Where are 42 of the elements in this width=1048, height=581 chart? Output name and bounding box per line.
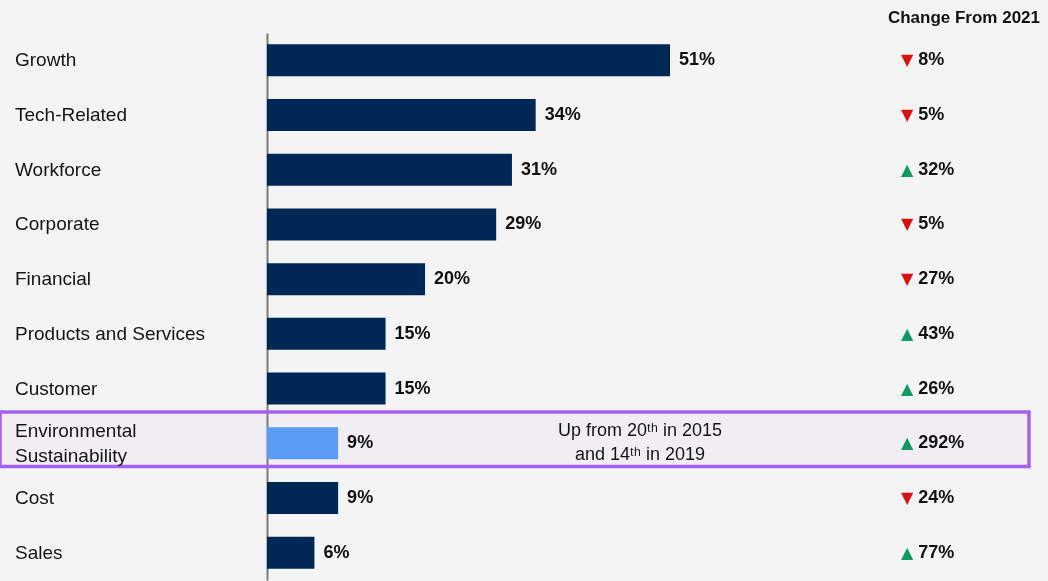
band-label: Up from 20ᵗʰ in 2015 and 14ᵗʰ in 2019 <box>558 420 722 465</box>
data-label: 15% <box>394 322 431 343</box>
text: ▼ 24% <box>901 486 955 507</box>
y-tick-label: Cost <box>15 486 55 508</box>
bar <box>267 153 512 186</box>
text: Change From 2021 <box>887 8 1040 27</box>
data-label: 51% <box>679 49 716 70</box>
data-label: 34% <box>544 104 581 125</box>
data-label: 6% <box>323 541 350 562</box>
bar <box>267 427 339 460</box>
y-tick-label: Environmental Sustainability <box>15 419 137 466</box>
bar <box>267 263 426 296</box>
bar <box>267 44 671 77</box>
data-label: 31% <box>520 158 558 179</box>
data-label: 29% <box>505 213 542 234</box>
data-label: 9% <box>347 432 374 453</box>
bar <box>267 208 497 241</box>
y-tick-label: Growth <box>15 49 77 71</box>
data-label: 15% <box>394 377 431 398</box>
y-tick-label: Corporate <box>15 213 100 235</box>
bar <box>267 372 386 405</box>
bar <box>267 317 386 350</box>
y-tick-label: Workforce <box>15 158 102 180</box>
data-label: 20% <box>434 268 471 289</box>
y-tick-label: Tech-Related <box>15 104 127 126</box>
data-label: 9% <box>347 486 374 507</box>
bar <box>267 99 536 132</box>
text: ▲ 77% <box>901 541 955 562</box>
text: ▲ 32% <box>901 158 955 179</box>
y-tick-label: Financial <box>15 268 92 290</box>
y-tick-label: Products and Services <box>15 322 206 344</box>
bar <box>267 481 339 514</box>
y-tick-label: Customer <box>15 377 99 399</box>
text: ▼ 5% <box>901 213 945 234</box>
text: ▲ 292% <box>901 432 965 453</box>
text: ▼ 27% <box>901 268 955 289</box>
text: ▲ 26% <box>901 377 955 398</box>
y-tick-label: Sales <box>15 541 63 563</box>
bar <box>267 536 315 569</box>
text: ▼ 8% <box>901 49 945 70</box>
text: ▲ 43% <box>901 322 955 343</box>
text: ▼ 5% <box>901 104 945 125</box>
